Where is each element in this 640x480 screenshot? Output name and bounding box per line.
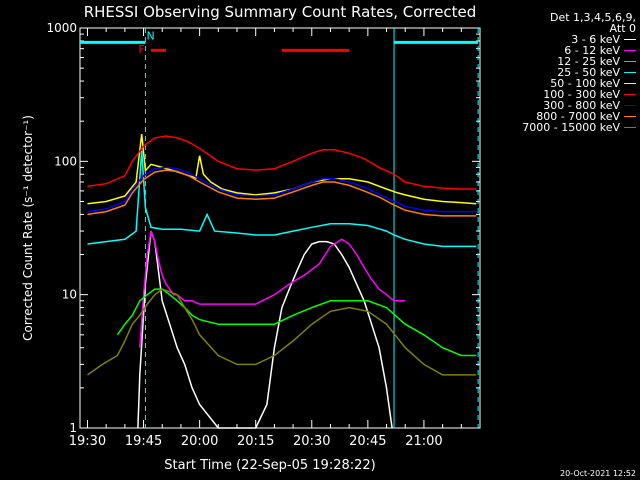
y-tick-label: 1000 bbox=[46, 21, 77, 35]
y-tick-label: 1 bbox=[69, 421, 77, 435]
legend-swatch bbox=[624, 94, 636, 95]
x-tick-label: 21:00 bbox=[405, 434, 442, 449]
series-line-1 bbox=[137, 230, 393, 429]
series-line-4 bbox=[87, 150, 477, 248]
legend-entry-5: 50 - 100 keV bbox=[486, 78, 636, 89]
series-line-9 bbox=[87, 288, 477, 376]
legend-entry-1: 3 - 6 keV bbox=[486, 34, 636, 45]
flag-label-f: F bbox=[138, 43, 144, 56]
x-axis-label: Start Time (22-Sep-05 19:28:22) bbox=[164, 458, 375, 473]
legend-label: 100 - 300 keV bbox=[543, 88, 620, 101]
legend-swatch bbox=[624, 116, 636, 117]
plot-area: 1 10 100 1000 19:30 19:45 20:00 20:15 20:30 20:45… bbox=[46, 21, 481, 449]
series-line-6 bbox=[87, 135, 477, 190]
legend-label: 50 - 100 keV bbox=[550, 77, 620, 90]
legend-label: 7000 - 15000 keV bbox=[522, 121, 620, 134]
chart-title: RHESSI Observing Summary Count Rates, Co… bbox=[84, 3, 477, 21]
flag-label-n: N bbox=[147, 29, 155, 42]
plot-frame bbox=[79, 27, 481, 429]
legend-swatch bbox=[624, 72, 636, 73]
series-line-2 bbox=[139, 230, 406, 348]
legend-label: 6 - 12 keV bbox=[564, 44, 620, 57]
legend-entry-9: 7000 - 15000 keV bbox=[486, 122, 636, 133]
x-tick-label: 20:45 bbox=[349, 434, 386, 449]
x-tick-label: 19:45 bbox=[125, 434, 162, 449]
legend-header-line2: Att 0 bbox=[609, 22, 636, 35]
series-line-3 bbox=[116, 288, 477, 357]
legend-swatch bbox=[624, 39, 636, 40]
legend-swatch bbox=[624, 83, 636, 84]
x-tick-label: 20:15 bbox=[237, 434, 274, 449]
y-axis-label: Corrected Count Rate (s⁻¹ detector⁻¹) bbox=[21, 115, 35, 341]
legend-label: 800 - 7000 keV bbox=[536, 110, 620, 123]
series-line-8 bbox=[87, 169, 477, 217]
legend-swatch bbox=[624, 105, 636, 106]
legend-entry-8: 800 - 7000 keV bbox=[486, 111, 636, 122]
legend-entry-7: 300 - 800 keV bbox=[486, 100, 636, 111]
legend-entry-3: 12 - 25 keV bbox=[486, 56, 636, 67]
legend-header-line1: Det 1,3,4,5,6,9, bbox=[549, 11, 636, 24]
timestamp: 20-Oct-2021 12:52 bbox=[560, 469, 636, 478]
x-tick-label: 20:00 bbox=[181, 434, 218, 449]
y-tick-label: 100 bbox=[54, 154, 77, 168]
legend-label: 12 - 25 keV bbox=[557, 55, 620, 68]
y-tick-label: 10 bbox=[62, 288, 77, 302]
legend-label: 25 - 50 keV bbox=[557, 66, 620, 79]
series-line-5 bbox=[87, 134, 477, 205]
legend-swatch bbox=[624, 127, 636, 128]
legend-swatch bbox=[624, 61, 636, 62]
legend-swatch bbox=[624, 50, 636, 51]
legend: Det 1,3,4,5,6,9, Att 0 3 - 6 keV 6 - 12 k… bbox=[486, 12, 636, 133]
legend-label: 300 - 800 keV bbox=[543, 99, 620, 112]
x-tick-label: 19:30 bbox=[69, 434, 106, 449]
legend-entry-6: 100 - 300 keV bbox=[486, 89, 636, 100]
series-line-7 bbox=[87, 166, 477, 213]
legend-entry-2: 6 - 12 keV bbox=[486, 45, 636, 56]
x-tick-label: 20:30 bbox=[293, 434, 330, 449]
legend-label: 3 - 6 keV bbox=[571, 33, 620, 46]
legend-entry-4: 25 - 50 keV bbox=[486, 67, 636, 78]
